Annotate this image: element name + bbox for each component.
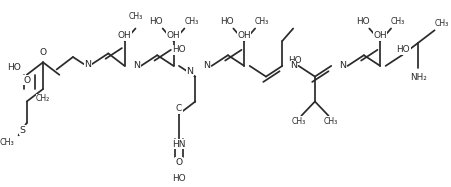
Text: CH₃: CH₃ bbox=[128, 12, 143, 21]
Text: HO: HO bbox=[149, 17, 162, 26]
Text: NH₂: NH₂ bbox=[409, 73, 426, 82]
Text: C: C bbox=[175, 104, 182, 113]
Text: CH₃: CH₃ bbox=[254, 17, 269, 26]
Text: HO: HO bbox=[7, 63, 21, 72]
Text: CH₃: CH₃ bbox=[390, 17, 405, 26]
Text: OH: OH bbox=[166, 31, 180, 40]
Text: N: N bbox=[84, 60, 91, 69]
Text: O: O bbox=[175, 158, 182, 167]
Text: N: N bbox=[202, 61, 209, 70]
Text: N: N bbox=[338, 61, 345, 70]
Text: CH₃: CH₃ bbox=[0, 138, 14, 147]
Text: O: O bbox=[23, 76, 30, 85]
Text: N: N bbox=[289, 61, 296, 70]
Text: CH₃: CH₃ bbox=[184, 17, 198, 26]
Text: CH₃: CH₃ bbox=[433, 19, 448, 28]
Text: HN: HN bbox=[172, 140, 185, 149]
Text: OH: OH bbox=[118, 31, 131, 40]
Text: N: N bbox=[133, 61, 140, 70]
Text: O: O bbox=[39, 48, 46, 57]
Text: CH₃: CH₃ bbox=[323, 117, 338, 126]
Text: S: S bbox=[19, 125, 26, 134]
Text: HO: HO bbox=[219, 17, 233, 26]
Text: OH: OH bbox=[237, 31, 250, 40]
Text: HO: HO bbox=[172, 45, 185, 54]
Text: HO: HO bbox=[396, 45, 409, 54]
Text: HO: HO bbox=[172, 174, 185, 183]
Text: OH: OH bbox=[373, 31, 386, 40]
Text: HO: HO bbox=[355, 17, 368, 26]
Text: HO: HO bbox=[287, 56, 301, 65]
Text: CH₂: CH₂ bbox=[36, 94, 50, 103]
Text: N: N bbox=[186, 67, 193, 76]
Text: CH₃: CH₃ bbox=[291, 117, 305, 126]
